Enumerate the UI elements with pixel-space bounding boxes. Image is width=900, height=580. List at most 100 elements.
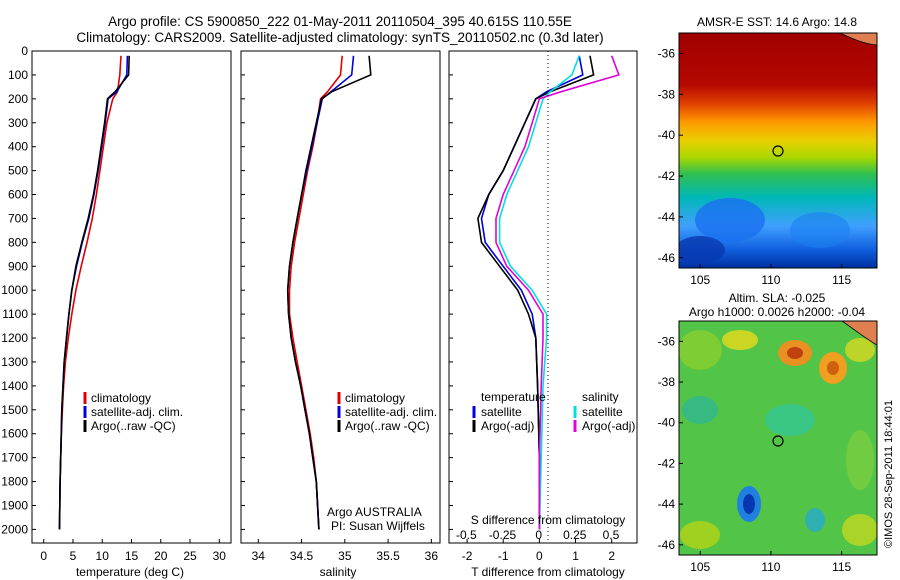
x-tick-label: 5 bbox=[70, 549, 77, 563]
sla-coastline bbox=[841, 321, 877, 346]
depth-tick-label: 1200 bbox=[1, 331, 28, 345]
top-tick-label: -0.25 bbox=[489, 528, 517, 542]
difference-legend: temperature salinity satellite Argo(-adj… bbox=[472, 390, 635, 433]
map-lon-label: 105 bbox=[690, 273, 710, 287]
x-tick-label: 35.5 bbox=[376, 549, 400, 563]
sla-blob bbox=[787, 347, 803, 359]
salinity-legend: climatology satellite-adj. clim. Argo(..… bbox=[337, 391, 437, 433]
profile-line bbox=[58, 55, 122, 530]
sst-map-frame bbox=[678, 32, 878, 269]
map-lat-label: -44 bbox=[658, 497, 676, 511]
map-lat-label: -42 bbox=[658, 456, 676, 470]
depth-tick-label: 1900 bbox=[1, 498, 28, 512]
sst-map-ticks: -36 -38 -40 -42 -44 -46 105 110 115 bbox=[658, 46, 852, 287]
top-tick-label: 0.5 bbox=[603, 528, 620, 542]
sst-blob bbox=[679, 236, 725, 264]
sla-blob bbox=[680, 521, 720, 549]
legend-sat-label: satellite-adj. clim. bbox=[91, 405, 183, 419]
profile-line bbox=[58, 55, 129, 530]
depth-tick-label: 0 bbox=[21, 44, 28, 58]
depth-tick-label: 1000 bbox=[1, 283, 28, 297]
x-tick-label: 34 bbox=[252, 549, 266, 563]
sla-blob bbox=[846, 430, 874, 490]
depth-tick-label: 1800 bbox=[1, 475, 28, 489]
legend-clim-label: climatology bbox=[345, 391, 405, 405]
map-lon-label: 110 bbox=[761, 560, 780, 574]
depth-tick-label: 300 bbox=[8, 116, 28, 130]
depth-tick-label: 100 bbox=[8, 68, 28, 82]
x-tick-label: 2 bbox=[608, 549, 615, 563]
depth-tick-label: 1600 bbox=[1, 427, 28, 441]
depth-tick-label: 700 bbox=[8, 211, 28, 225]
legend-sal-head: salinity bbox=[582, 390, 619, 404]
legend-argo-label: Argo(..raw -QC) bbox=[91, 419, 176, 433]
map-lon-label: 105 bbox=[690, 560, 710, 574]
title-line-2: Climatology: CARS2009. Satellite-adjuste… bbox=[76, 30, 603, 45]
salinity-panel bbox=[240, 50, 441, 544]
temperature-legend: climatology satellite-adj. clim. Argo(..… bbox=[83, 391, 183, 433]
map-lat-label: -42 bbox=[658, 169, 676, 183]
sla-blob bbox=[827, 361, 839, 375]
temperature-panel bbox=[31, 50, 232, 544]
map-lat-label: -36 bbox=[658, 334, 676, 348]
sla-blob bbox=[743, 494, 755, 514]
x-tick-label: 0 bbox=[536, 549, 543, 563]
sst-blob bbox=[790, 212, 850, 248]
depth-tick-label: 600 bbox=[8, 188, 28, 202]
panel-ticks: 0 5 10 15 20 25 30 34 34.5 35 35.5 36 -2 -1 0 1 2 -0.5 -0.… bbox=[40, 528, 619, 563]
sst-argo-marker bbox=[772, 145, 784, 157]
difference-top-label: S difference from climatology bbox=[471, 513, 626, 527]
legend-temp-argo-label: Argo(-adj) bbox=[481, 419, 534, 433]
sla-argo-marker bbox=[772, 435, 784, 447]
sst-map bbox=[679, 33, 877, 268]
map-lat-label: -40 bbox=[658, 416, 676, 430]
x-tick-label: 0 bbox=[40, 549, 47, 563]
credit-line-2: PI: Susan Wijffels bbox=[331, 519, 425, 533]
salinity-xlabel: salinity bbox=[320, 565, 357, 579]
map-lat-label: -38 bbox=[658, 87, 676, 101]
x-tick-label: 36 bbox=[425, 549, 439, 563]
depth-tick-label: 1500 bbox=[1, 403, 28, 417]
top-tick-label: -0.5 bbox=[456, 528, 477, 542]
depth-tick-label: 900 bbox=[8, 259, 28, 273]
top-tick-label: 0.25 bbox=[563, 528, 587, 542]
difference-xlabel: T difference from climatology bbox=[471, 565, 625, 579]
legend-temp-head: temperature bbox=[481, 390, 546, 404]
map-lat-label: -44 bbox=[658, 210, 676, 224]
temperature-xlabel: temperature (deg C) bbox=[76, 565, 184, 579]
x-tick-label: -1 bbox=[498, 549, 509, 563]
depth-tick-label: 1400 bbox=[1, 379, 28, 393]
difference-panel bbox=[448, 50, 638, 544]
sla-blob bbox=[845, 338, 875, 362]
sla-map-title-2: Argo h1000: 0.0026 h2000: -0.04 bbox=[689, 305, 865, 319]
sla-blob bbox=[842, 514, 877, 546]
x-tick-label: 35 bbox=[338, 549, 352, 563]
x-tick-label: 10 bbox=[96, 549, 110, 563]
x-tick-label: 34.5 bbox=[290, 549, 314, 563]
x-tick-label: -2 bbox=[462, 549, 473, 563]
sla-blob bbox=[765, 404, 815, 436]
sla-map-frame bbox=[678, 320, 878, 556]
map-lat-label: -46 bbox=[658, 251, 676, 265]
x-tick-label: 30 bbox=[213, 549, 227, 563]
sla-map bbox=[679, 321, 877, 555]
depth-tick-label: 800 bbox=[8, 235, 28, 249]
sla-blob bbox=[722, 330, 758, 350]
x-tick-label: 15 bbox=[125, 549, 139, 563]
profile-line bbox=[58, 55, 130, 530]
legend-sat-label: satellite-adj. clim. bbox=[345, 405, 437, 419]
profile-line bbox=[495, 55, 620, 530]
map-lat-label: -38 bbox=[658, 375, 676, 389]
legend-clim-label: climatology bbox=[91, 391, 151, 405]
sla-blob bbox=[805, 508, 825, 532]
map-lon-label: 115 bbox=[832, 273, 851, 287]
x-tick-label: 1 bbox=[572, 549, 579, 563]
legend-sal-sat-label: satellite bbox=[582, 405, 623, 419]
sst-blob bbox=[695, 198, 765, 242]
map-lat-label: -40 bbox=[658, 128, 676, 142]
depth-tick-label: 2000 bbox=[1, 522, 28, 536]
profile-curves bbox=[58, 55, 620, 530]
legend-argo-label: Argo(..raw -QC) bbox=[345, 419, 430, 433]
map-lon-label: 110 bbox=[761, 273, 780, 287]
